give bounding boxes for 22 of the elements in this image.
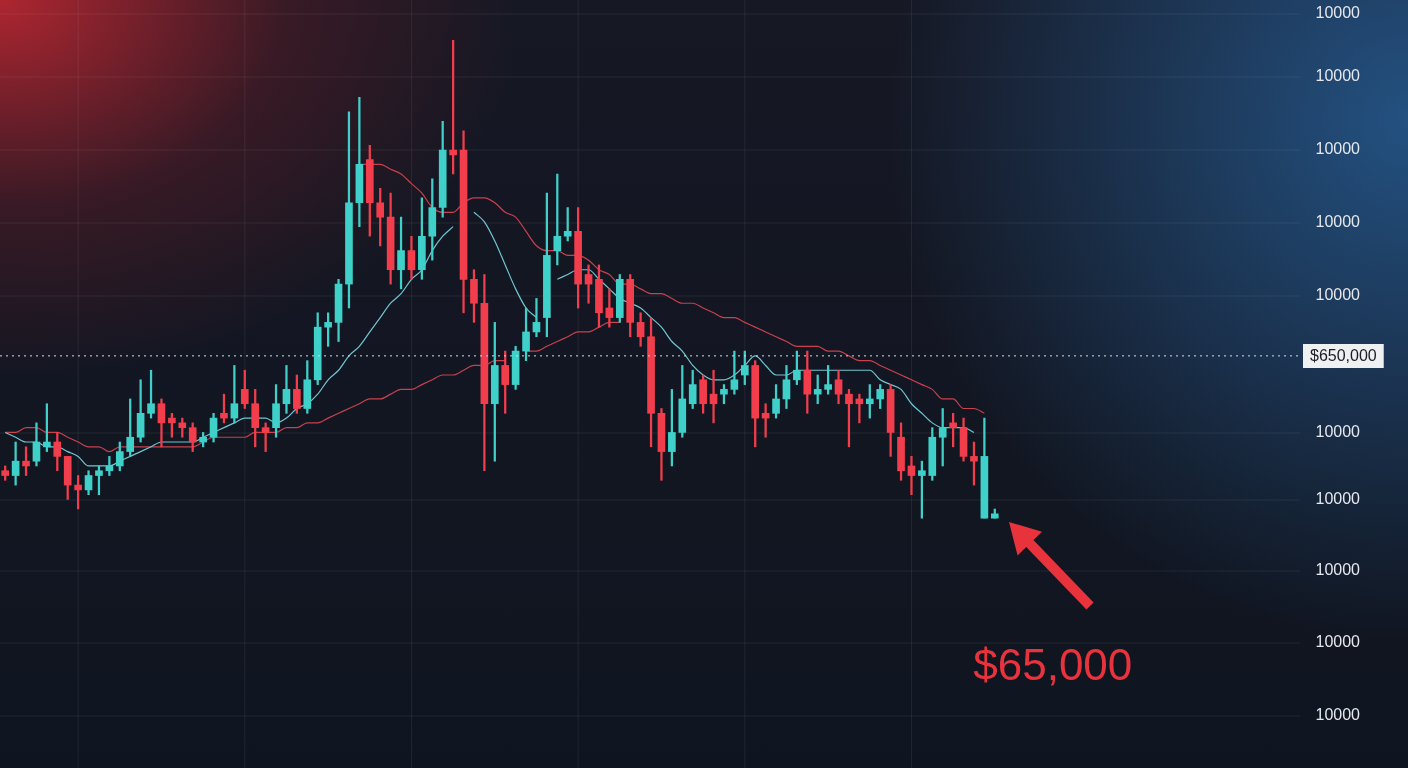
text: 10000 xyxy=(1315,286,1361,304)
text: 10000 xyxy=(1315,633,1361,651)
candlestick xyxy=(282,365,291,414)
text: 10000 xyxy=(1315,67,1361,85)
text: 10000 xyxy=(1315,706,1361,724)
candlestick xyxy=(261,422,270,452)
candlestick xyxy=(532,298,541,338)
text: 10000 xyxy=(1315,490,1361,508)
candlestick xyxy=(907,456,916,495)
text: $65,000 xyxy=(973,640,1133,689)
text: 10000 xyxy=(1315,140,1361,158)
text: 10000 xyxy=(1315,4,1361,22)
candlestick xyxy=(605,288,614,328)
candlestick xyxy=(584,264,593,304)
candlestick xyxy=(230,365,239,424)
text: 10000 xyxy=(1315,561,1361,579)
text: $650,000 xyxy=(1310,347,1377,365)
text: 10000 xyxy=(1315,213,1361,231)
text: 10000 xyxy=(1315,423,1361,441)
candlestick xyxy=(355,97,364,227)
candlestick xyxy=(730,350,739,395)
candlestick xyxy=(709,369,718,424)
